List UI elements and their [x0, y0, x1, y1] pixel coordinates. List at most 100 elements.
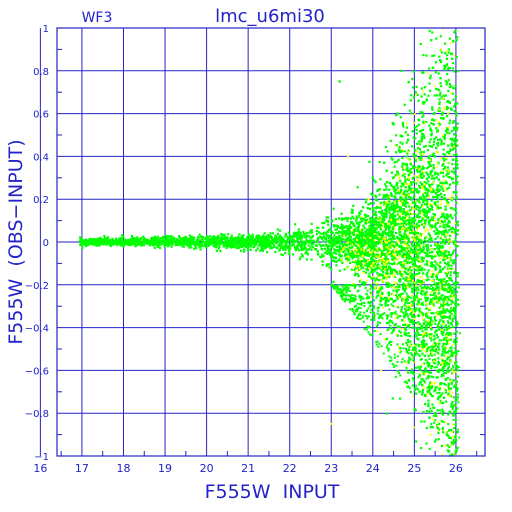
- data-point: [402, 210, 405, 213]
- data-point: [311, 234, 315, 237]
- data-point: [379, 206, 382, 209]
- data-point: [414, 289, 417, 292]
- data-point: [417, 314, 420, 318]
- data-point: [450, 405, 453, 408]
- data-point: [424, 300, 428, 303]
- data-point: [387, 321, 390, 325]
- data-point: [451, 207, 454, 210]
- data-point: [426, 410, 429, 413]
- data-point: [441, 246, 444, 249]
- data-point: [449, 346, 452, 350]
- data-point: [370, 271, 373, 274]
- data-point: [396, 204, 399, 207]
- data-point: [454, 95, 457, 98]
- data-point: [436, 138, 440, 142]
- data-point: [432, 303, 435, 306]
- data-point: [439, 91, 442, 94]
- data-point: [145, 241, 148, 244]
- data-point: [242, 243, 245, 246]
- data-point: [309, 236, 312, 239]
- data-point: [377, 253, 380, 257]
- data-point: [186, 239, 189, 242]
- data-point: [419, 284, 422, 287]
- data-point: [325, 219, 328, 222]
- data-point: [155, 239, 158, 242]
- data-point: [416, 199, 419, 202]
- data-point: [435, 228, 439, 232]
- data-point: [353, 239, 356, 243]
- data-point: [441, 238, 444, 242]
- data-point: [353, 249, 356, 252]
- data-point: [436, 277, 439, 281]
- data-point: [143, 237, 147, 241]
- data-point: [299, 237, 302, 240]
- data-point: [375, 228, 378, 231]
- data-point: [290, 241, 293, 244]
- data-point: [418, 206, 421, 209]
- data-point: [299, 234, 302, 238]
- data-point: [174, 244, 177, 247]
- data-point: [90, 238, 93, 242]
- data-point: [317, 231, 321, 234]
- data-point: [401, 162, 405, 165]
- data-point: [397, 262, 400, 265]
- data-point: [383, 188, 386, 192]
- data-point: [282, 239, 285, 242]
- data-point: [437, 357, 440, 360]
- data-point: [404, 186, 407, 189]
- data-point: [395, 218, 398, 221]
- data-point: [403, 235, 406, 238]
- data-point: [433, 334, 436, 338]
- data-point: [328, 263, 331, 266]
- data-point: [425, 215, 428, 218]
- data-point: [230, 239, 234, 242]
- data-point: [378, 210, 381, 214]
- data-point: [427, 389, 430, 392]
- data-point: [393, 328, 396, 331]
- data-point: [454, 308, 457, 311]
- data-point: [377, 317, 381, 320]
- data-point: [442, 316, 445, 320]
- data-point: [243, 250, 246, 253]
- data-point: [392, 224, 396, 227]
- data-point: [342, 225, 345, 228]
- data-point: [416, 205, 419, 209]
- data-point: [180, 237, 183, 240]
- data-point: [456, 298, 459, 301]
- data-point: [296, 245, 299, 249]
- data-point: [429, 127, 432, 130]
- data-point: [455, 244, 458, 248]
- data-point: [439, 225, 442, 228]
- data-point: [295, 231, 298, 234]
- data-point: [305, 240, 308, 243]
- data-point: [336, 248, 339, 251]
- data-point: [398, 215, 401, 219]
- data-point: [413, 315, 416, 318]
- data-point: [306, 253, 309, 256]
- data-point: [402, 220, 405, 223]
- data-point: [384, 228, 387, 231]
- data-point: [367, 262, 371, 266]
- data-point: [447, 48, 450, 51]
- data-point: [390, 331, 394, 334]
- data-point: [388, 188, 391, 191]
- data-point: [378, 259, 381, 262]
- data-point: [134, 239, 137, 243]
- data-point: [412, 302, 415, 306]
- data-point: [413, 263, 417, 266]
- data-point: [423, 192, 427, 195]
- data-point: [402, 237, 405, 240]
- data-point: [327, 240, 330, 243]
- data-point: [403, 267, 406, 270]
- data-point: [361, 219, 364, 222]
- data-point: [156, 235, 159, 238]
- data-point: [430, 224, 433, 227]
- data-point: [403, 103, 406, 106]
- data-point: [435, 87, 438, 90]
- data-point: [447, 175, 450, 179]
- data-point: [401, 255, 404, 259]
- data-point: [174, 242, 178, 245]
- data-point: [109, 244, 113, 248]
- data-point: [424, 402, 427, 406]
- data-point: [235, 241, 238, 244]
